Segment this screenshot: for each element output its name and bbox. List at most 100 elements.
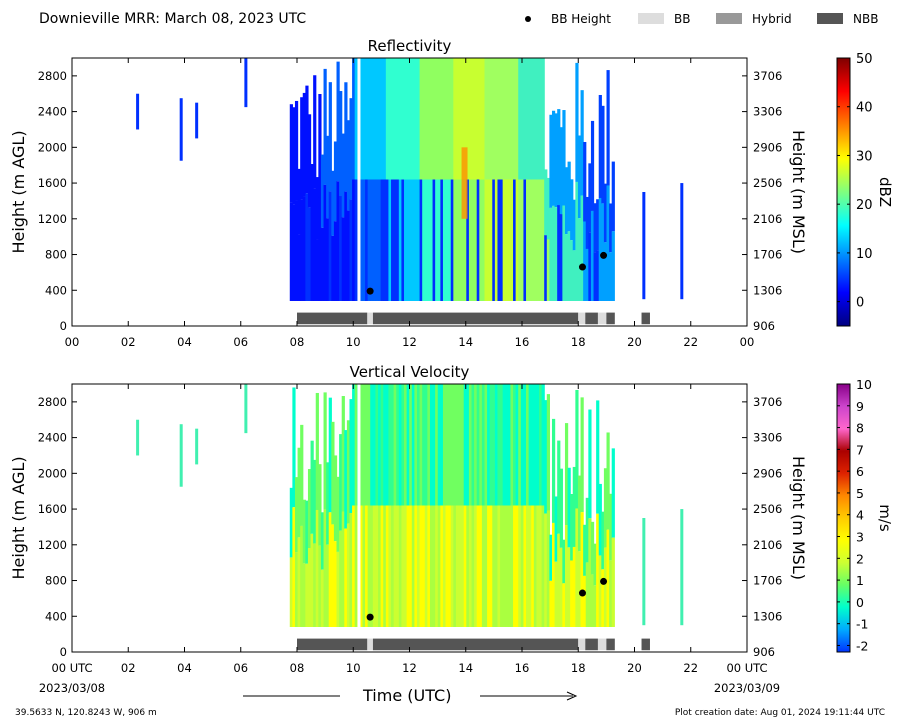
field-column-upper [474,58,478,180]
colorbar-tick-label: 20 [856,198,873,213]
field-column-lower [549,580,553,627]
field-column-upper [489,384,493,506]
field-column-upper [375,384,379,506]
sparse-echo [195,102,199,139]
field-column-upper [528,384,532,506]
field-column-lower [339,530,343,627]
field-column-lower [611,537,615,627]
field-column-lower [375,179,379,301]
field-column-upper [520,58,525,180]
field-column-lower [577,551,582,627]
field-column-upper [596,400,600,514]
field-column-upper [294,477,299,553]
field-column-lower [528,179,532,301]
field-column-lower [531,179,535,301]
field-column-upper [515,58,519,180]
field-column-lower [307,548,312,627]
bb-height-marker-icon [525,16,531,22]
field-column-lower [546,510,550,627]
field-column-upper [352,384,356,506]
field-column-upper [435,384,439,506]
field-column-upper [549,534,553,581]
field-column-upper [323,392,327,510]
field-column-upper [523,58,527,180]
field-column-upper [559,127,563,215]
field-column-lower [346,210,351,301]
field-column-lower [432,179,436,301]
field-column-upper [481,58,486,180]
field-column-lower [406,179,410,301]
field-column-upper [520,384,525,506]
field-column-lower [546,239,550,301]
field-column-upper [406,384,410,506]
field-column-lower [575,508,579,627]
field-column-lower [479,505,483,627]
y2-tick-label: 2506 [753,176,782,190]
field-column-lower [567,547,571,627]
y-tick-label: 1200 [38,538,67,552]
field-column-upper [518,58,522,180]
field-column-upper [562,539,566,584]
x-tick-label: 20 [627,661,642,675]
field-column-lower [474,505,478,627]
field-column-lower [333,221,338,301]
field-column-upper [416,58,421,180]
field-column-lower [497,179,501,301]
field-column-lower [326,544,330,627]
y2-tick-label: 3706 [753,395,782,409]
field-column-lower [481,179,486,301]
bb-height-point [600,251,608,259]
field-column-upper [450,58,454,180]
field-column-upper [494,58,499,180]
field-column-lower [326,218,330,301]
field-column-upper [398,384,403,506]
field-column-upper [580,397,584,513]
y-tick-label: 2800 [38,69,67,83]
x-tick-label: 16 [515,661,530,675]
sparse-echo [680,509,684,626]
start-date: 2023/03/08 [39,681,105,695]
field-column-upper [359,58,364,180]
bb-segment-nbb [585,638,598,651]
field-column-upper [344,82,348,192]
field-column-upper [323,68,327,185]
field-column-lower [432,505,436,627]
field-column-lower [344,528,348,627]
field-column-lower [481,505,486,627]
field-column-lower [596,513,600,627]
panel-title: Vertical Velocity [350,363,470,381]
colorbar-label: dBZ [876,177,894,207]
field-column-lower [393,179,397,301]
y-tick-label: 800 [45,248,67,262]
field-column-upper [349,98,353,200]
field-column-upper [505,384,509,506]
field-column-lower [435,505,439,627]
field-column-upper [588,409,592,519]
field-column-upper [554,496,558,562]
field-column-upper [515,384,519,506]
field-column-upper [466,384,470,506]
field-column-upper [606,70,610,186]
legend-swatch-nbb [817,13,843,24]
field-column-lower [302,196,306,301]
field-column-lower [411,505,415,627]
bb-segment-nbb [585,312,598,325]
field-column-lower [458,505,462,627]
field-column-upper [302,92,306,197]
field-column-upper [313,75,317,189]
field-column-lower [455,179,460,301]
field-column-upper [380,58,384,180]
field-column-lower [523,179,527,301]
field-column-lower [375,505,379,627]
colorbar-tick-label: -1 [856,617,868,632]
field-column-upper [326,462,330,545]
field-column-upper [479,384,483,506]
field-column-lower [606,529,610,627]
field-column-lower [331,524,335,627]
field-column-lower [455,505,460,627]
field-column-lower [471,179,475,301]
field-column-lower [580,512,584,627]
x-tick-label: 10 [346,335,361,349]
y2-tick-label: 2506 [753,502,782,516]
field-column-lower [320,569,325,627]
